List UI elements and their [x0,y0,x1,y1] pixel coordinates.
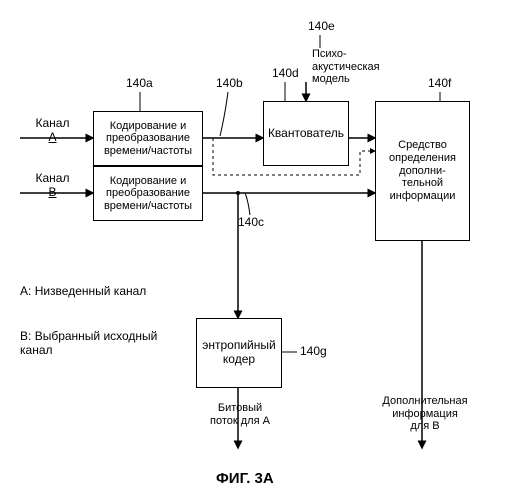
side-info-label: Средство определения дополни- тельной ин… [378,139,467,202]
entropy-coder-block: энтропийный кодер [196,318,282,388]
legend-b-val: Выбранный исходный канал [20,329,157,357]
legend-a-val: Низведенный канал [35,284,147,298]
quantizer-label: Квантователь [268,127,344,141]
output-a-1: Битовый [218,402,262,414]
encoder-a-label: Кодирование и преобразование времени/час… [96,120,200,158]
entropy-coder-label: энтропийный кодер [199,339,279,367]
legend-a: A: Низведенный канал [20,285,170,299]
output-a-2: поток для A [210,415,270,427]
output-b-3: для B [410,420,439,432]
encoder-b-label: Кодирование и преобразование времени/час… [96,175,200,213]
channel-b-text: Канал [36,171,70,185]
quantizer-block: Квантователь [263,101,349,166]
ref-140g: 140g [300,345,327,359]
psychoacoustic-label: Психо- акустическая модель [312,48,402,86]
diagram-canvas: Кодирование и преобразование времени/час… [0,0,507,500]
channel-b-label: Канал B [30,172,75,200]
channel-b-sub: B [48,185,56,199]
encoder-b-block: Кодирование и преобразование времени/час… [93,166,203,221]
output-a-label: Битовый поток для A [195,402,285,427]
output-b-2: информация [392,408,458,420]
side-info-block: Средство определения дополни- тельной ин… [375,101,470,241]
channel-a-label: Канал A [30,117,75,145]
ref-140e: 140e [308,20,335,34]
channel-a-text: Канал [36,116,70,130]
legend-b-key: B: [20,329,31,343]
channel-a-sub: A [48,130,56,144]
figure-caption: ФИГ. 3А [216,470,274,487]
encoder-a-block: Кодирование и преобразование времени/час… [93,111,203,166]
legend-a-key: A: [20,284,31,298]
output-b-1: Дополнительная [382,395,467,407]
ref-140b: 140b [216,77,243,91]
ref-140f: 140f [428,77,451,91]
ref-140d: 140d [272,67,299,81]
legend-b: B: Выбранный исходный канал [20,330,170,358]
output-b-label: Дополнительная информация для B [370,395,480,433]
ref-140c: 140c [238,216,264,230]
ref-140a: 140a [126,77,153,91]
